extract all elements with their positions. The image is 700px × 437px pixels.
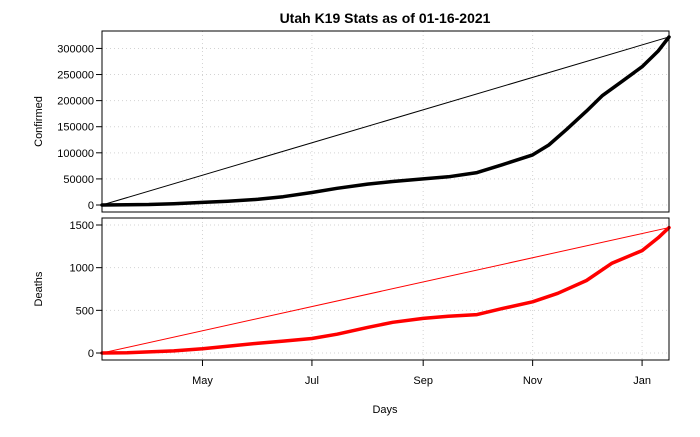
- deaths-y-axis: 0 500 1000 1500: [70, 220, 102, 360]
- x-axis-label: Days: [372, 404, 398, 416]
- confirmed-y-axis-label: Confirmed: [33, 96, 45, 147]
- x-tick-label: Jul: [305, 375, 319, 387]
- y-tick-label: 50000: [63, 174, 94, 186]
- deaths-plot-frame: [101, 217, 670, 361]
- confirmed-series-line: [100, 35, 671, 207]
- deaths-grid: [102, 218, 669, 360]
- confirmed-panel: 0 50000 100000 150000 200000 250000 300000 Con…: [33, 30, 671, 213]
- confirmed-y-axis: 0 50000 100000 150000 200000 250000 300000: [57, 43, 102, 212]
- y-tick-label: 250000: [57, 70, 94, 82]
- x-tick-label: Jan: [633, 375, 651, 387]
- deaths-panel: 0 500 1000 1500 Deaths: [33, 217, 671, 361]
- y-tick-label: 500: [76, 305, 94, 317]
- deaths-y-axis-label: Deaths: [33, 271, 45, 306]
- x-tick-label: Nov: [523, 375, 543, 387]
- y-tick-label: 0: [88, 200, 94, 212]
- x-tick-label: May: [192, 375, 213, 387]
- y-tick-label: 150000: [57, 122, 94, 134]
- y-tick-label: 1500: [70, 220, 94, 232]
- x-axis: May Jul Sep Nov Jan: [192, 360, 651, 387]
- y-tick-label: 300000: [57, 43, 94, 55]
- y-tick-label: 0: [88, 348, 94, 360]
- y-tick-label: 1000: [70, 263, 94, 275]
- y-tick-label: 200000: [57, 96, 94, 108]
- x-tick-label: Sep: [413, 375, 433, 387]
- confirmed-reference-line: [101, 36, 670, 206]
- deaths-reference-line: [101, 227, 670, 354]
- confirmed-grid: [102, 31, 669, 212]
- y-tick-label: 100000: [57, 148, 94, 160]
- deaths-series-line: [100, 225, 671, 355]
- confirmed-plot-frame: [101, 30, 670, 213]
- chart-title: Utah K19 Stats as of 01-16-2021: [280, 10, 491, 26]
